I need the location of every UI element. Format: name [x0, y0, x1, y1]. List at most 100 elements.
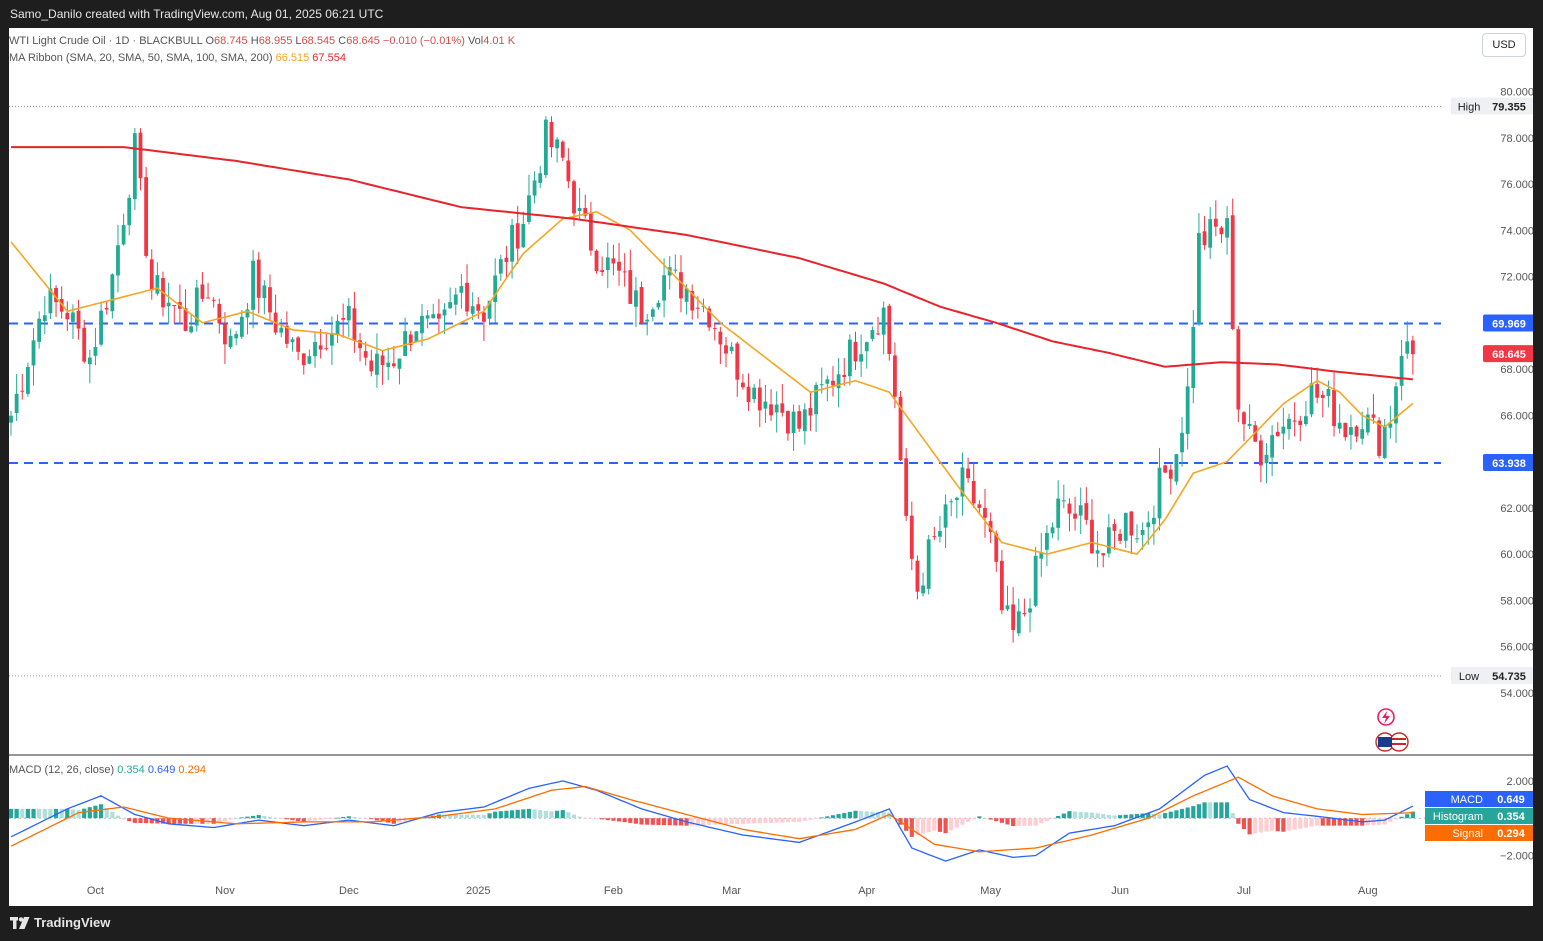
histogram-bar [622, 818, 627, 823]
candle-body [1067, 503, 1072, 514]
candle-body [572, 181, 576, 214]
candle [414, 331, 419, 343]
symbol-title[interactable]: WTI Light Crude Oil · 1D · BLACKBULL [9, 35, 203, 47]
candle-body [741, 382, 745, 388]
macd-label[interactable]: MACD (12, 26, close) [9, 764, 115, 776]
candle [301, 353, 306, 375]
macd-value-1: 0.354 [117, 764, 145, 776]
candle [1123, 512, 1128, 548]
macd-tag-bg [1487, 791, 1533, 807]
histogram-bar [825, 816, 830, 819]
histogram-bar [110, 811, 115, 819]
histogram-bar [481, 814, 487, 819]
candle [1185, 368, 1190, 450]
currency-button[interactable]: USD [1482, 33, 1526, 57]
candle-body [54, 287, 58, 303]
histogram-bar [543, 810, 548, 819]
histogram-bar [661, 818, 667, 826]
candle-body [853, 341, 858, 362]
candle [876, 316, 880, 335]
tradingview-icon [10, 916, 30, 929]
symbol-legend[interactable]: WTI Light Crude Oil · 1D · BLACKBULL O68… [9, 35, 515, 47]
macd-line [10, 765, 1414, 862]
candle [555, 137, 560, 163]
candle [116, 224, 120, 293]
low-label: L [295, 35, 302, 47]
candle-body [1270, 435, 1275, 458]
candle [921, 572, 925, 597]
candle-body [1112, 524, 1117, 531]
candle [1304, 400, 1308, 427]
candle-body [200, 284, 205, 299]
candle [1011, 587, 1016, 643]
ma-label[interactable]: MA Ribbon (SMA, 20, SMA, 50, SMA, 100, S… [9, 52, 273, 64]
candle-body [712, 328, 717, 330]
histogram-bar [729, 818, 734, 825]
candle [206, 282, 210, 299]
level-tag-1-bg [1483, 454, 1533, 472]
histogram-bar [1106, 814, 1111, 819]
candle [926, 534, 931, 595]
candle [938, 515, 942, 543]
candle [1191, 310, 1196, 404]
candle-body [217, 303, 222, 324]
histogram-bar [1219, 802, 1224, 819]
histogram-bar [335, 817, 340, 819]
candle-body [1382, 425, 1387, 459]
candle [245, 302, 250, 335]
candle-body [144, 177, 149, 256]
candle-body [1388, 423, 1393, 428]
candle [898, 391, 903, 462]
brand-label: TradingView [34, 915, 111, 930]
candle [493, 258, 498, 323]
macd-tag-label: MACD [1451, 794, 1483, 806]
candle-body [116, 245, 120, 276]
date-tick-label: Aug [1358, 885, 1378, 897]
candle [93, 327, 98, 366]
histogram-bar [532, 809, 537, 819]
histogram-bar [757, 818, 762, 824]
candle [521, 211, 526, 249]
candle [166, 282, 171, 325]
tradingview-logo[interactable]: TradingView [10, 915, 110, 930]
histogram-bar [791, 818, 796, 823]
vol-value: 4.01 K [483, 35, 516, 47]
candle-body [842, 374, 847, 378]
candle [42, 296, 47, 334]
macd-legend[interactable]: MACD (12, 26, close) 0.354 0.649 0.294 [9, 764, 206, 776]
candle-body [87, 357, 92, 365]
candle-body [1090, 519, 1094, 554]
ma200-line [11, 146, 1414, 381]
candle-body [1343, 422, 1348, 438]
histogram-bar [9, 808, 14, 819]
chart-canvas[interactable]: 80.00078.00076.00074.00072.00070.00068.0… [9, 28, 1533, 906]
chart-frame[interactable]: 80.00078.00076.00074.00072.00070.00068.0… [9, 28, 1533, 906]
candle [1405, 321, 1410, 359]
candle [763, 385, 768, 424]
candle-body [330, 333, 334, 346]
candle-body [1073, 513, 1077, 519]
histogram-bar [1191, 806, 1196, 819]
candle [234, 331, 239, 346]
candle-body [1247, 423, 1252, 426]
histogram-bar [127, 818, 132, 822]
histogram-bar [875, 811, 881, 819]
histogram-bar [312, 818, 318, 821]
histogram-bar [391, 818, 396, 824]
histogram-bar [707, 818, 712, 825]
candle-body [746, 386, 751, 403]
histogram-bar [1388, 818, 1393, 822]
histogram-bar [588, 818, 593, 820]
flag-icon-ring-2 [1389, 732, 1409, 752]
open-label: O [205, 35, 215, 47]
candle [504, 246, 509, 280]
histogram-bar [645, 818, 650, 825]
histogram-bar [144, 818, 149, 824]
candle [273, 294, 278, 335]
candle-body [1129, 511, 1134, 536]
candle [110, 273, 115, 319]
histogram-bar [971, 818, 976, 820]
candle [786, 410, 790, 441]
ma-legend[interactable]: MA Ribbon (SMA, 20, SMA, 50, SMA, 100, S… [9, 52, 346, 64]
candle-body [194, 287, 199, 326]
